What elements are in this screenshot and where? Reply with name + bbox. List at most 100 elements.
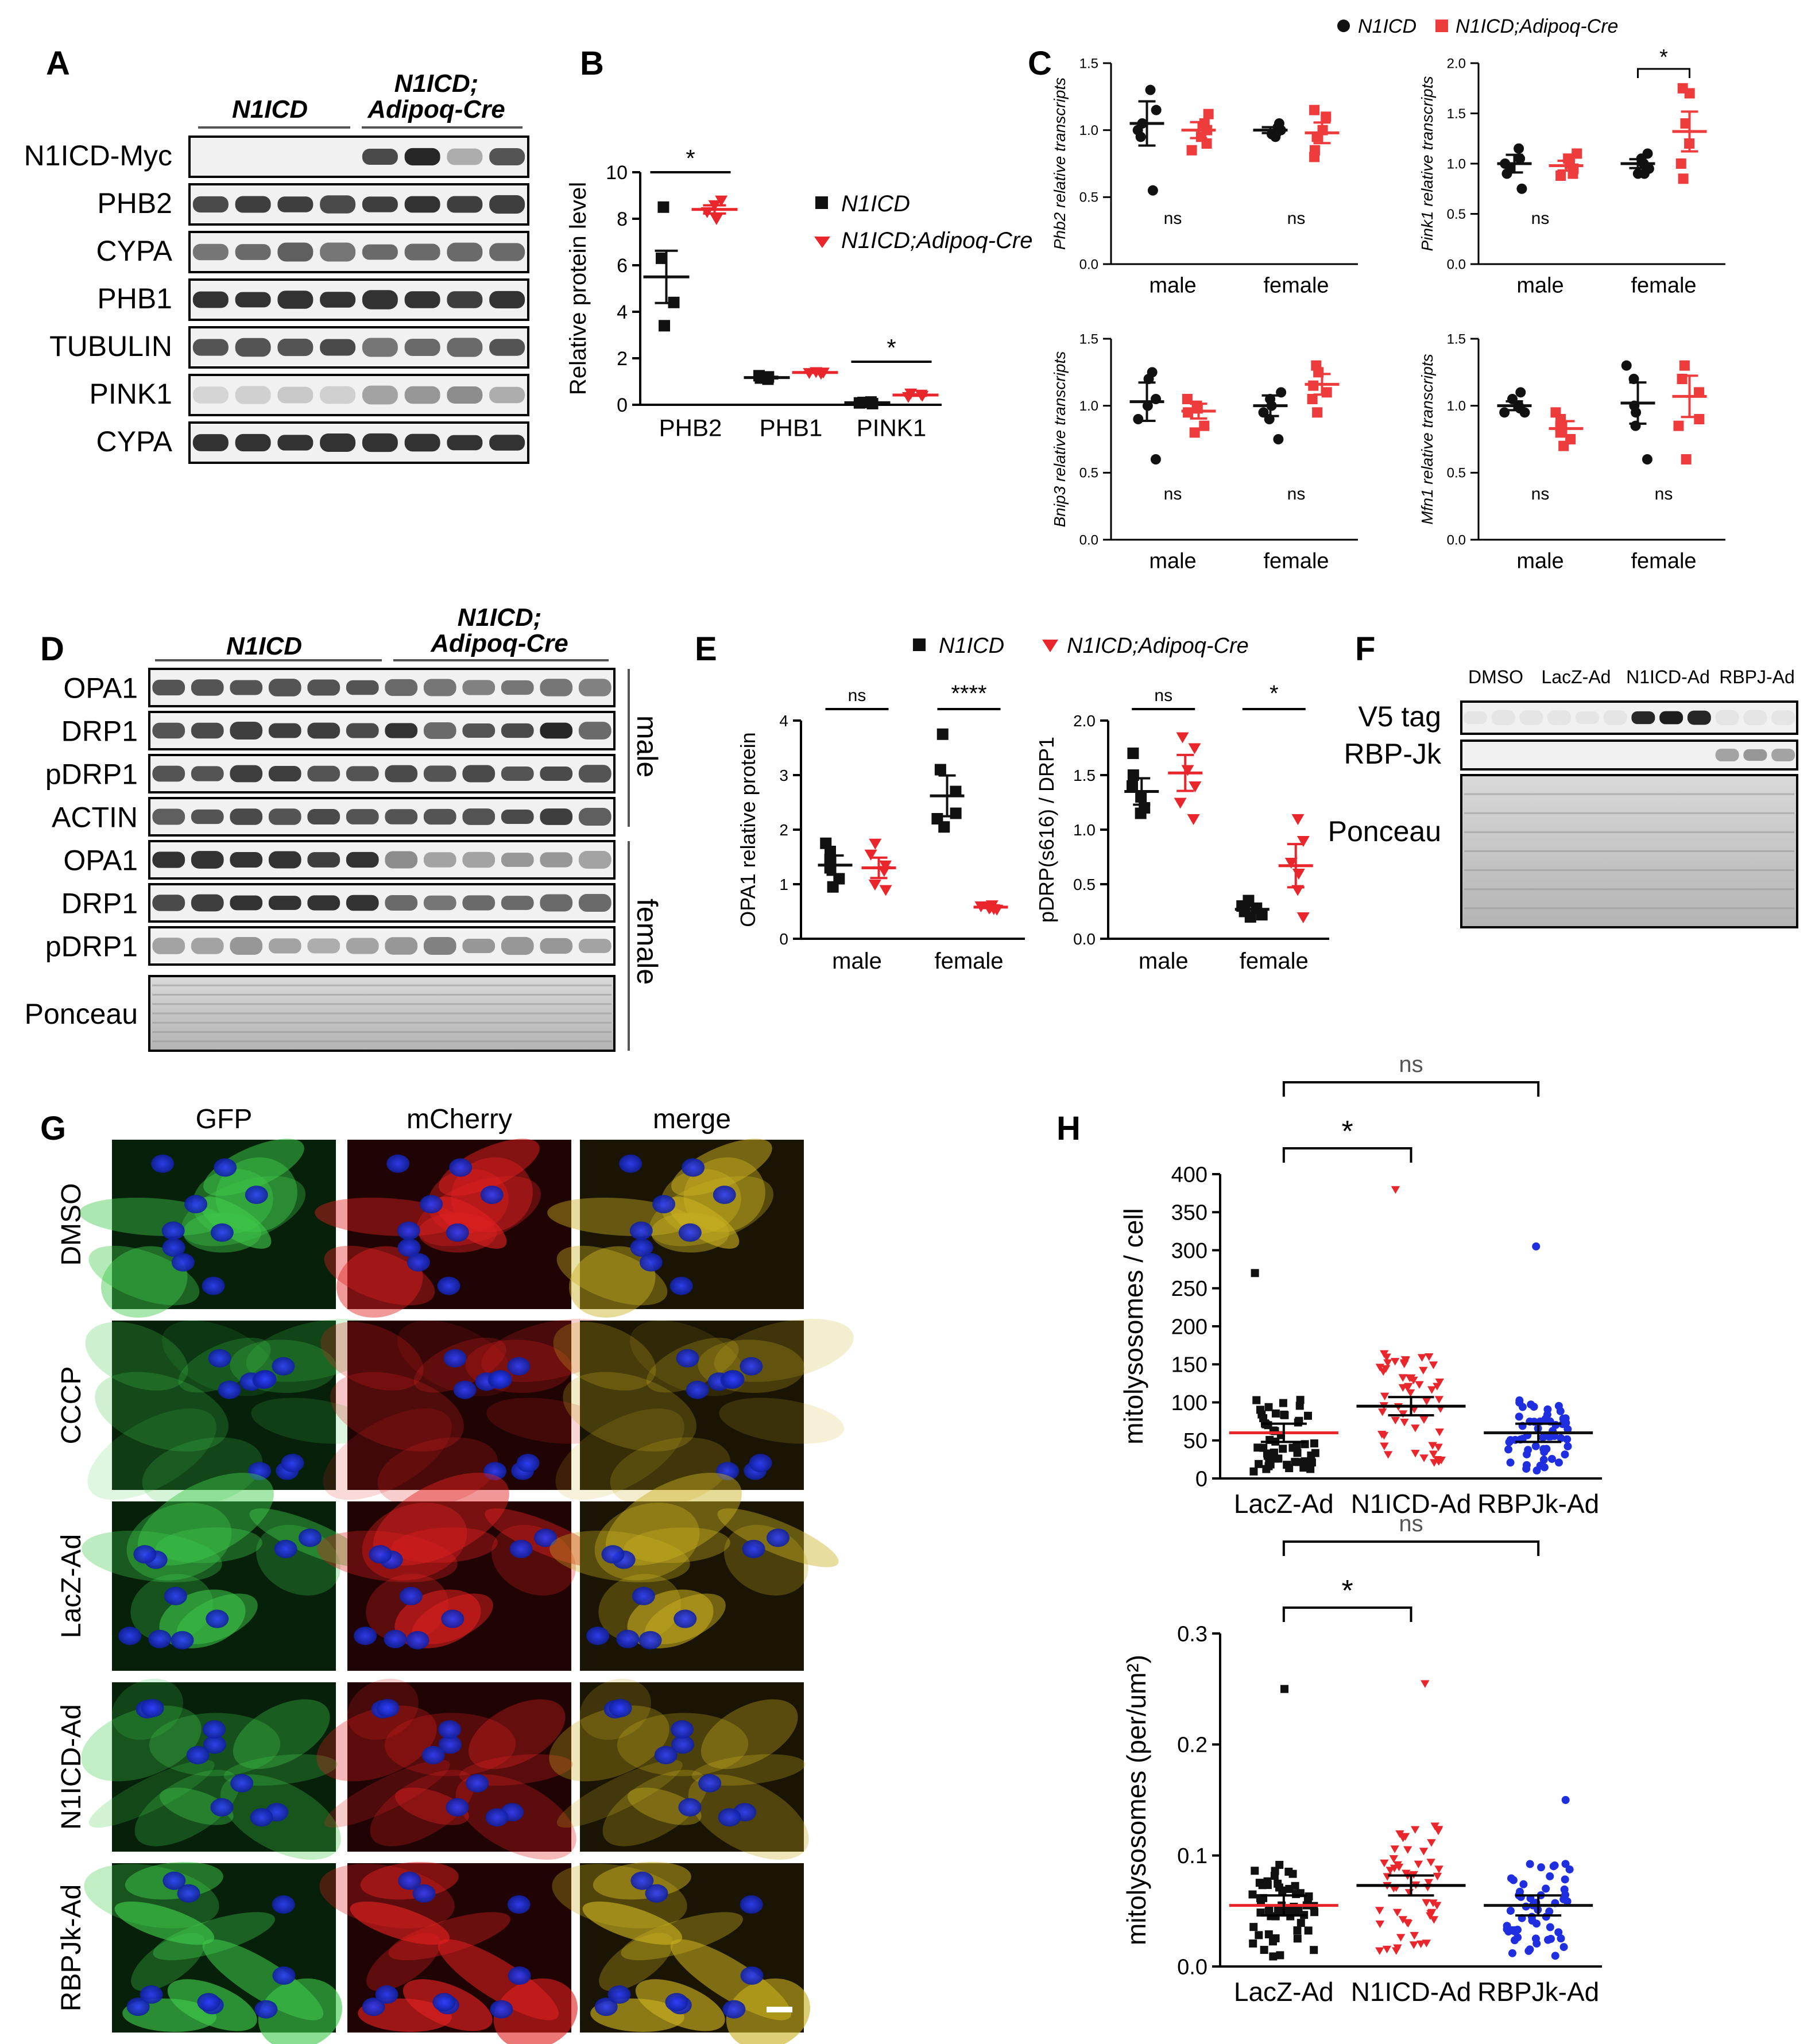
data-point — [827, 881, 839, 893]
blot-band — [578, 939, 612, 953]
y-axis-label: Relative protein level — [566, 182, 591, 395]
y-tick-label: 4 — [779, 712, 788, 730]
nucleus — [718, 1808, 741, 1827]
x-category-label: female — [1631, 273, 1696, 297]
nucleus — [369, 1545, 392, 1564]
blot-band — [578, 722, 612, 740]
data-point — [1276, 1951, 1284, 1960]
nucleus — [171, 1253, 195, 1272]
y-tick-label: 1.5 — [1073, 766, 1096, 784]
lane-label: RBPJ-Ad — [1719, 667, 1795, 687]
data-point — [1424, 1879, 1433, 1887]
blot-band — [152, 679, 185, 696]
nucleus — [449, 1158, 473, 1177]
panel-e-legend: N1ICD N1ICD;Adipoq-Cre — [913, 634, 1249, 658]
blot-band — [362, 338, 398, 357]
blot-band — [489, 386, 525, 404]
blot-band — [447, 196, 483, 213]
x-category-label: N1ICD-Ad — [1351, 1977, 1472, 2007]
annotation-ns: ns — [1531, 209, 1550, 228]
cell-body — [203, 1139, 304, 1196]
x-category-label: PHB2 — [659, 415, 722, 442]
y-tick-label: 0 — [617, 394, 628, 416]
data-point — [1425, 1353, 1434, 1361]
data-point — [1532, 1940, 1541, 1948]
data-point — [1309, 104, 1320, 115]
nucleus — [398, 1871, 421, 1890]
data-point — [1199, 420, 1210, 431]
blot-band — [191, 851, 224, 869]
data-point — [1422, 1899, 1431, 1907]
blot-strip — [1460, 700, 1798, 735]
nucleus — [616, 1629, 640, 1648]
blot-band — [320, 292, 356, 308]
data-point — [1252, 1396, 1261, 1404]
data-point — [1515, 153, 1526, 164]
cell-body — [555, 1408, 684, 1500]
panel-h-mitolysosomes-per-cell-chart: 0 50 100 150 200 250 300 350 400 mitolysosomes / … — [1119, 1052, 1602, 1519]
data-point — [1391, 1416, 1400, 1424]
nucleus — [682, 1158, 705, 1177]
lane-label: LacZ-Ad — [1542, 667, 1611, 687]
panel-label-g: G — [40, 1110, 66, 1147]
significance-mark: * — [1342, 1115, 1353, 1148]
nucleus — [162, 1238, 185, 1257]
blot-band — [1603, 710, 1627, 725]
nucleus — [412, 1884, 436, 1903]
cell-body — [605, 1473, 742, 1566]
blot-band — [404, 386, 440, 404]
nucleus — [601, 1545, 625, 1564]
y-axis-label: mitolysosomes (per/um²) — [1121, 1655, 1151, 1945]
data-point — [950, 785, 962, 798]
panel-c-legend: N1ICD N1ICD;Adipoq-Cre — [1337, 16, 1618, 37]
data-point — [1639, 168, 1650, 179]
data-point — [1429, 1361, 1438, 1369]
band-label: PHB1 — [97, 282, 172, 315]
legend-marker-n1icd — [815, 196, 828, 209]
nucleus — [483, 1462, 507, 1481]
data-point — [1176, 732, 1189, 744]
data-point — [1291, 814, 1305, 825]
blot-band — [192, 291, 229, 308]
nucleus — [171, 1631, 194, 1650]
data-point — [1434, 1396, 1444, 1404]
blot-band — [192, 386, 229, 404]
blot-band — [307, 679, 340, 696]
cell-body — [316, 1705, 437, 1782]
data-point — [1270, 1449, 1278, 1457]
data-point — [1251, 1867, 1259, 1875]
cell-body — [130, 1574, 214, 1642]
blot-band — [404, 196, 440, 213]
cell-body — [251, 1397, 377, 1444]
data-point — [1398, 1834, 1408, 1842]
legend-marker-cre — [1042, 640, 1058, 652]
band-label: TUBULIN — [49, 330, 172, 362]
microscopy-row-label: RBPJk-Ad — [56, 1884, 87, 2011]
x-category-label: N1ICD-Ad — [1351, 1489, 1472, 1519]
y-tick-label: 300 — [1171, 1239, 1207, 1263]
data-point — [1539, 1433, 1547, 1442]
blot-band — [320, 433, 356, 452]
blot-band — [277, 338, 314, 357]
cell-body — [324, 1245, 435, 1306]
cell-body — [199, 1197, 272, 1249]
data-point — [1560, 1885, 1569, 1894]
data-point — [1516, 183, 1527, 194]
band-label: DRP1 — [61, 715, 138, 748]
data-point — [715, 195, 728, 207]
data-point — [1547, 1454, 1556, 1463]
data-point — [1504, 1445, 1513, 1454]
cell-body — [582, 1901, 683, 1945]
data-point — [936, 728, 949, 740]
y-axis-label: Mfn1 relative transcripts — [1418, 354, 1436, 524]
y-tick-label: 400 — [1171, 1163, 1207, 1187]
data-point — [1506, 1906, 1515, 1915]
cell-body — [223, 1754, 338, 1786]
data-point — [1291, 1882, 1299, 1890]
cell-body — [366, 1933, 441, 1992]
nucleus — [399, 1586, 423, 1605]
nucleus — [586, 1627, 610, 1646]
nucleus — [218, 1380, 241, 1399]
data-point — [659, 320, 671, 332]
y-tick-label: 6 — [617, 255, 628, 277]
